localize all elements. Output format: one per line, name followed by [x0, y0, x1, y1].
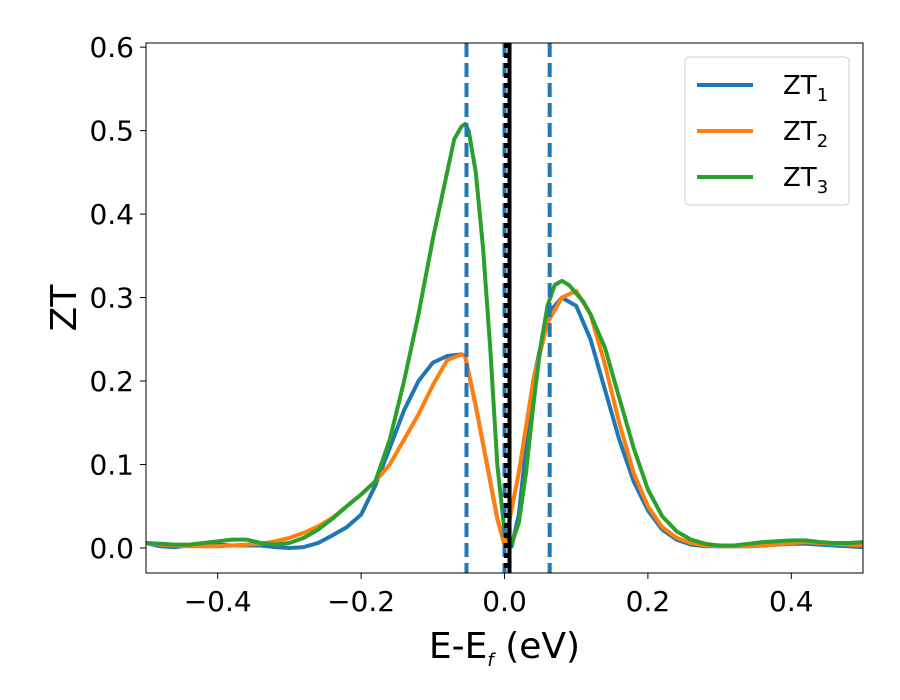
legend-box — [684, 56, 850, 206]
legend-label-zt2: ZT2 — [783, 117, 828, 152]
x-tick-label: 0.2 — [626, 585, 671, 618]
y-axis-label: ZT — [44, 284, 85, 332]
y-tick-label: 0.3 — [89, 282, 134, 315]
x-tick-label: −0.2 — [327, 585, 395, 618]
x-axis-label-main: E-E — [429, 626, 487, 667]
legend: ZT1 ZT2 ZT3 — [684, 56, 850, 206]
y-tick-label: 0.4 — [89, 198, 134, 231]
legend-label-zt1: ZT1 — [783, 71, 828, 106]
x-tick-label: −0.4 — [184, 585, 252, 618]
y-tick-label: 0.5 — [89, 115, 134, 148]
x-tick-label: 0.4 — [769, 585, 814, 618]
y-tick-label: 0.0 — [89, 532, 134, 565]
vertical-lines-layer — [464, 43, 552, 573]
y-tick-label: 0.2 — [89, 365, 134, 398]
x-axis-label: E-Ef (eV) — [429, 626, 580, 671]
legend-label-zt3: ZT3 — [783, 163, 828, 198]
x-axis-label-sub: f — [487, 650, 496, 671]
tick-layer: −0.4 −0.2 0.0 0.2 0.4 0.0 0.1 0.2 0.3 0.4 0.5 0.6 — [89, 31, 813, 618]
y-tick-label: 0.1 — [89, 448, 134, 481]
x-tick-label: 0.0 — [482, 585, 527, 618]
y-tick-label: 0.6 — [89, 31, 134, 64]
x-axis-label-unit: (eV) — [494, 626, 580, 667]
